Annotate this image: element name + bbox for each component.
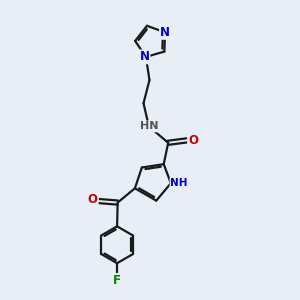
Text: F: F: [113, 274, 121, 287]
Text: N: N: [160, 26, 170, 39]
Text: N: N: [140, 50, 149, 63]
Text: O: O: [88, 193, 98, 206]
Text: O: O: [188, 134, 198, 147]
Text: NH: NH: [170, 178, 188, 188]
Text: HN: HN: [140, 122, 158, 131]
